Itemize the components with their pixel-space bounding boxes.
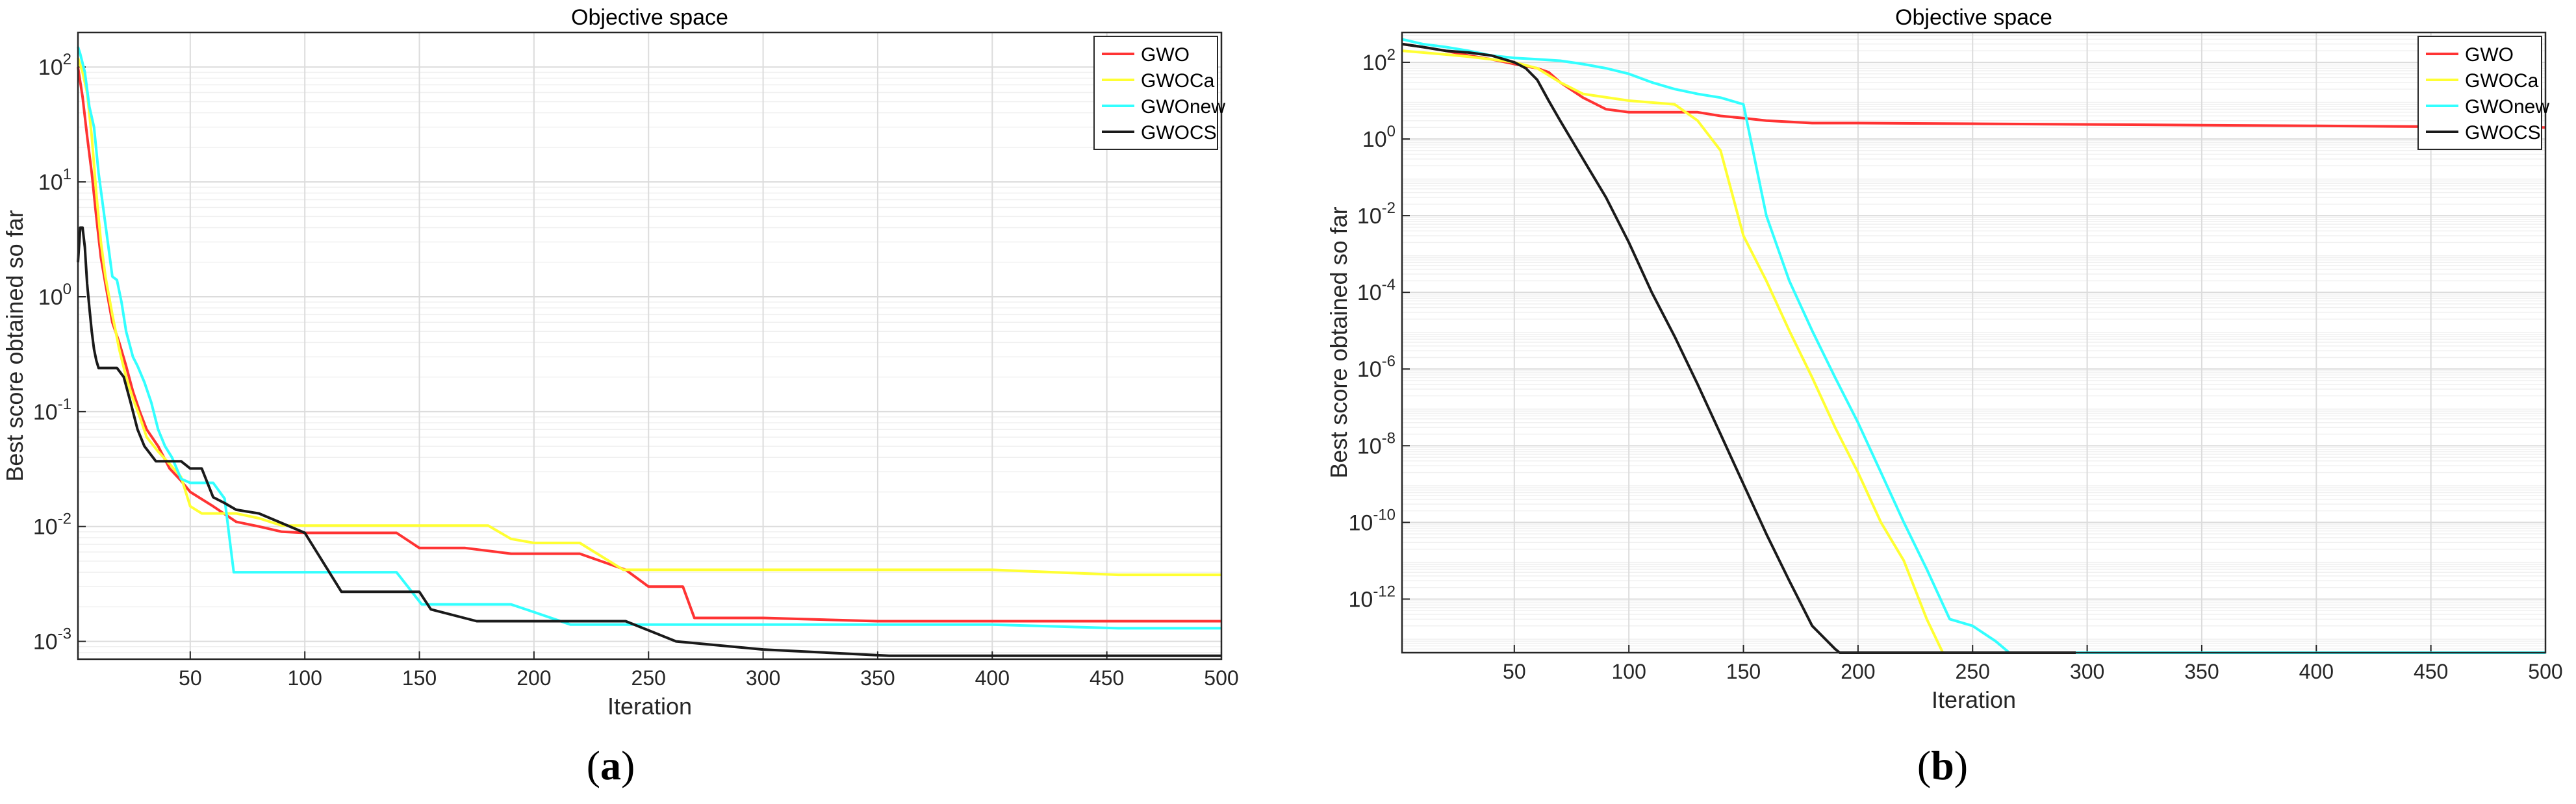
y-tick-label: 10-2 — [1357, 199, 1396, 229]
x-tick-label: 50 — [179, 666, 202, 690]
legend-label: GWOnew — [2465, 96, 2549, 118]
x-tick-label: 250 — [1956, 660, 1990, 683]
series-line-gwocs — [77, 226, 1221, 657]
chart-title: Objective space — [1895, 5, 2052, 30]
x-tick-label: 200 — [1841, 660, 1875, 683]
x-tick-label: 50 — [1503, 660, 1526, 683]
legend-label: GWOCa — [1141, 70, 1215, 92]
y-tick-label: 100 — [38, 281, 71, 310]
y-tick-label: 102 — [38, 51, 71, 80]
panel-b: 102 100 10-2 10-4 10-6 10-8 10-10 10-12 50 100 150… — [1325, 5, 2563, 713]
series-line-gwoca — [1401, 49, 2545, 654]
x-tick-label: 400 — [2299, 660, 2334, 683]
x-tick-label: 200 — [516, 666, 551, 690]
series-line-gwoca — [77, 57, 1221, 577]
y-tick-label: 10-10 — [1348, 506, 1396, 535]
axes-box — [77, 31, 1223, 660]
legend-label: GWO — [2465, 44, 2514, 66]
y-axis-label: Best score obtained so far — [1325, 207, 1352, 478]
x-axis-label: Iteration — [1932, 686, 2016, 713]
x-tick-label: 100 — [287, 666, 322, 690]
panel-a: 102 101 100 10-1 10-2 10-3 50 100 150 200 250 300 35… — [1, 5, 1239, 720]
x-tick-label: 300 — [2070, 660, 2104, 683]
legend-label: GWOCS — [2465, 122, 2541, 144]
x-tick-label: 500 — [2528, 660, 2562, 683]
legend-label: GWOnew — [1141, 96, 1225, 118]
y-tick-label: 10-3 — [33, 625, 71, 655]
y-tick-label: 10-12 — [1348, 583, 1396, 612]
legend: GWO GWOCa GWOnew GWOCS — [1093, 36, 1225, 150]
x-tick-label: 350 — [2184, 660, 2219, 683]
x-tick-label: 150 — [402, 666, 437, 690]
y-tick-label: 100 — [1362, 123, 1396, 152]
y-tick-label: 10-4 — [1357, 276, 1396, 305]
y-tick-label: 10-6 — [1357, 353, 1396, 382]
legend: GWO GWOCa GWOnew GWOCS — [2417, 36, 2549, 150]
chart-title: Objective space — [571, 5, 728, 30]
x-tick-label: 450 — [2414, 660, 2448, 683]
x-axis-label: Iteration — [607, 693, 692, 720]
y-tick-label: 10-1 — [33, 396, 71, 425]
x-tick-label: 100 — [1611, 660, 1646, 683]
x-tick-label: 300 — [746, 666, 780, 690]
y-tick-label: 101 — [38, 166, 71, 195]
axes-box — [1401, 31, 2547, 654]
y-tick-label: 102 — [1362, 46, 1396, 75]
x-tick-label: 500 — [1204, 666, 1238, 690]
legend-label: GWOCa — [2465, 70, 2539, 92]
legend-label: GWOCS — [1141, 122, 1217, 144]
plot-area — [78, 32, 1221, 659]
legend-label: GWO — [1141, 44, 1190, 66]
caption-a: (a) — [587, 742, 635, 788]
x-tick-label: 450 — [1090, 666, 1124, 690]
series-line-gwonew — [1401, 38, 2545, 654]
x-tick-label: 250 — [631, 666, 666, 690]
x-tick-label: 350 — [860, 666, 895, 690]
series-line-gwocs — [1401, 42, 2076, 654]
y-tick-label: 10-2 — [33, 510, 71, 540]
y-axis-label: Best score obtained so far — [1, 210, 28, 481]
caption-b: (b) — [1917, 742, 1968, 788]
y-tick-label: 10-8 — [1357, 429, 1396, 459]
x-tick-label: 400 — [975, 666, 1010, 690]
x-tick-label: 150 — [1726, 660, 1761, 683]
series-line-gwonew — [77, 46, 1221, 630]
